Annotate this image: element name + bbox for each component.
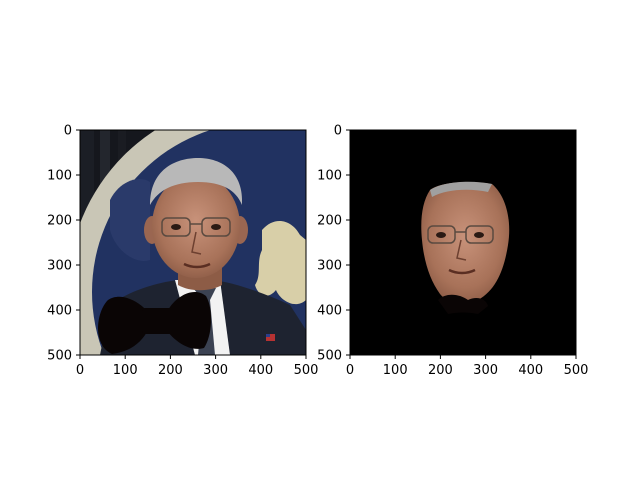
face: [152, 174, 240, 278]
y-tick-label: 200: [47, 214, 72, 229]
x-tick-label: 100: [383, 363, 408, 378]
x-tick-label: 400: [248, 363, 273, 378]
left-image: [80, 130, 306, 355]
y-tick-label: 0: [64, 124, 72, 139]
x-tick-label: 0: [346, 363, 354, 378]
x-tick-label: 300: [473, 363, 498, 378]
right-image: [350, 130, 576, 355]
y-tick-label: 500: [47, 349, 72, 364]
bowtie-left: [98, 296, 148, 354]
x-tick-label: 400: [518, 363, 543, 378]
x-tick-label: 300: [203, 363, 228, 378]
x-tick-label: 200: [428, 363, 453, 378]
y-tick-label: 0: [334, 124, 342, 139]
x-tick-label: 100: [113, 363, 138, 378]
left-image-panel: 0 100 200 300 400 500 0 100 200 300 400 500: [47, 124, 319, 379]
x-tick-label: 200: [158, 363, 183, 378]
x-tick-label: 500: [564, 363, 589, 378]
left-y-ticks: 0 100 200 300 400 500: [47, 124, 80, 364]
glasses: [161, 217, 231, 237]
y-tick-label: 300: [317, 259, 342, 274]
y-tick-label: 500: [317, 349, 342, 364]
segmented-face: [421, 182, 510, 304]
y-tick-label: 200: [317, 214, 342, 229]
segmented-glasses: [427, 225, 494, 244]
bowtie-right: [168, 291, 212, 349]
y-tick-label: 400: [47, 304, 72, 319]
x-tick-label: 0: [76, 363, 84, 378]
emblem-map: [255, 220, 306, 305]
left-x-ticks: 0 100 200 300 400 500: [76, 355, 319, 378]
y-tick-label: 400: [317, 304, 342, 319]
right-axes-frame: [349, 129, 577, 356]
hair: [150, 158, 243, 205]
y-tick-label: 100: [317, 169, 342, 184]
lapel-pin: [266, 334, 275, 341]
right-x-ticks: 0 100 200 300 400 500: [346, 355, 589, 378]
y-tick-label: 300: [47, 259, 72, 274]
y-tick-label: 100: [47, 169, 72, 184]
right-image-panel: 0 100 200 300 400 500 0 100 200 300 400 500: [317, 124, 588, 379]
x-tick-label: 500: [294, 363, 319, 378]
right-y-ticks: 0 100 200 300 400 500: [317, 124, 350, 364]
left-axes-frame: [79, 129, 307, 356]
segmented-bowtie: [438, 294, 488, 314]
bowtie-knot: [142, 308, 172, 334]
